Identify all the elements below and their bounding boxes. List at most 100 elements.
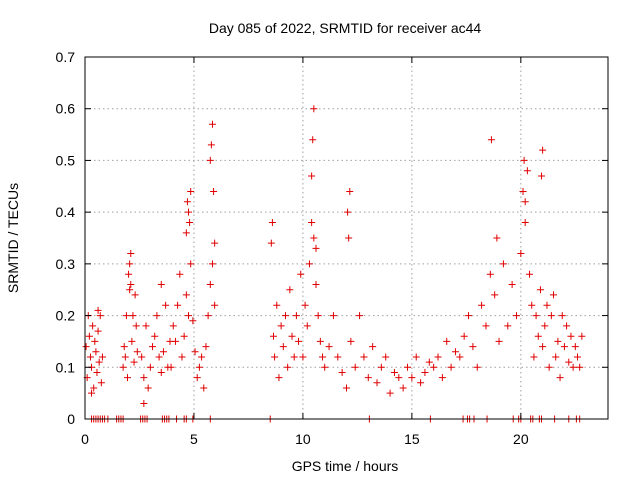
data-point: [523, 167, 531, 175]
data-point: [146, 363, 154, 371]
data-point: [144, 384, 152, 392]
data-point: [191, 348, 199, 356]
data-point: [314, 312, 322, 320]
data-point: [310, 234, 318, 242]
data-point: [290, 353, 298, 361]
data-point: [456, 353, 464, 361]
data-point: [532, 312, 540, 320]
data-point: [153, 312, 161, 320]
data-point: [329, 312, 337, 320]
data-point: [491, 291, 499, 299]
data-point: [186, 218, 194, 226]
x-tick-label: 5: [190, 431, 198, 447]
data-point: [547, 312, 555, 320]
data-point: [85, 332, 93, 340]
y-tick-label: 0.5: [56, 152, 76, 168]
data-point: [478, 301, 486, 309]
data-point: [541, 322, 549, 330]
data-point: [208, 260, 216, 268]
data-point: [430, 363, 438, 371]
data-point: [560, 343, 568, 351]
data-point: [308, 172, 316, 180]
data-point: [526, 270, 534, 278]
y-tick-label: 0.6: [56, 101, 76, 117]
data-point: [473, 363, 481, 371]
data-point: [343, 384, 350, 392]
data-point: [133, 348, 141, 356]
data-point: [521, 218, 529, 226]
data-point: [543, 301, 551, 309]
data-point: [390, 368, 398, 376]
data-point: [267, 239, 275, 247]
data-point: [277, 322, 285, 330]
data-point: [447, 363, 455, 371]
data-point: [425, 358, 433, 366]
data-point: [271, 353, 279, 361]
data-point: [512, 312, 520, 320]
y-tick-label: 0.7: [56, 49, 76, 65]
data-point: [351, 363, 359, 371]
data-point: [200, 384, 208, 392]
plot-frame: [84, 56, 609, 420]
data-point: [182, 229, 190, 237]
data-point: [360, 353, 368, 361]
data-point: [578, 332, 586, 340]
data-point: [567, 332, 575, 340]
data-point: [140, 399, 148, 407]
data-point: [308, 218, 316, 226]
data-point: [176, 270, 184, 278]
data-point: [344, 208, 352, 216]
data-point: [195, 363, 203, 371]
data-point: [174, 301, 182, 309]
data-point: [309, 136, 317, 144]
data-point: [321, 363, 329, 371]
data-point: [122, 312, 130, 320]
data-point: [412, 353, 420, 361]
data-point: [268, 218, 276, 226]
x-tick-label: 20: [513, 431, 529, 447]
data-point: [96, 312, 104, 320]
y-tick-label: 0.4: [56, 204, 76, 220]
data-point: [316, 337, 324, 345]
data-point: [565, 358, 573, 366]
data-point: [273, 301, 281, 309]
data-point: [563, 322, 571, 330]
data-point: [369, 343, 377, 351]
data-point: [189, 317, 197, 325]
data-point: [325, 343, 333, 351]
data-point: [434, 353, 442, 361]
data-point: [558, 312, 566, 320]
data-point: [334, 353, 342, 361]
data-point: [185, 208, 193, 216]
data-point: [284, 363, 292, 371]
data-point: [119, 363, 127, 371]
data-point: [198, 353, 206, 361]
data-point: [338, 368, 346, 376]
data-point: [550, 291, 558, 299]
data-point: [127, 281, 135, 289]
data-point: [123, 374, 131, 382]
data-point: [90, 384, 98, 392]
x-axis-label: GPS time / hours: [292, 458, 399, 474]
data-point: [207, 141, 215, 149]
data-point: [206, 281, 214, 289]
data-point: [421, 368, 429, 376]
data-point: [171, 337, 179, 345]
axis-ticks: 0 0.1 0.2 0.3 0.4 0.5 0.6 0.7 0 5 10 15 20: [56, 49, 608, 447]
data-point: [545, 363, 553, 371]
data-point: [157, 281, 165, 289]
y-tick-label: 0.3: [56, 256, 76, 272]
data-point: [399, 384, 407, 392]
data-point: [345, 234, 353, 242]
data-point: [469, 343, 477, 351]
data-point: [347, 337, 355, 345]
data-point: [86, 353, 94, 361]
data-point: [95, 358, 103, 366]
chart-title: Day 085 of 2022, SRMTID for receiver ac4…: [209, 20, 482, 36]
x-tick-label: 0: [81, 431, 89, 447]
data-point: [460, 332, 468, 340]
data-point: [88, 389, 96, 397]
data-point: [162, 301, 170, 309]
data-point: [465, 312, 473, 320]
